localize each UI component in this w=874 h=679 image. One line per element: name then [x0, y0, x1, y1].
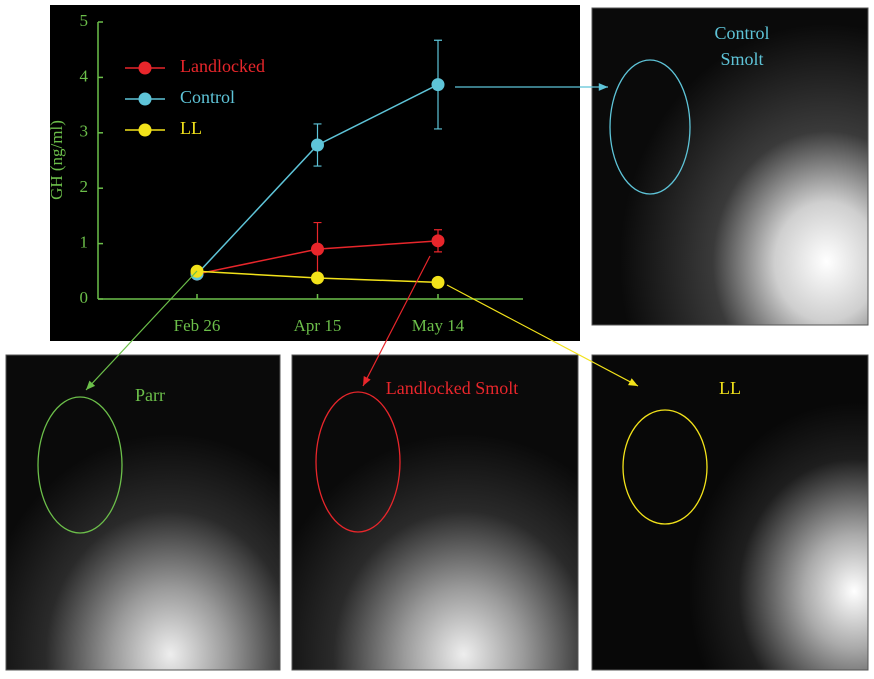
- y-tick-label: 5: [80, 11, 89, 30]
- x-tick-label: Feb 26: [174, 316, 221, 335]
- data-point: [311, 138, 324, 151]
- data-point: [432, 234, 445, 247]
- data-point: [432, 276, 445, 289]
- legend-label: Control: [180, 87, 235, 107]
- x-tick-label: May 14: [412, 316, 465, 335]
- panel-label: LL: [700, 375, 760, 401]
- legend-marker: [139, 124, 152, 137]
- data-point: [311, 243, 324, 256]
- x-tick-label: Apr 15: [294, 316, 342, 335]
- chart-background: [50, 5, 580, 341]
- data-point: [432, 78, 445, 91]
- y-axis-label: GH (ng/ml): [47, 120, 66, 200]
- data-point: [311, 271, 324, 284]
- y-tick-label: 1: [80, 233, 89, 252]
- image-panel: [292, 355, 578, 670]
- panel-label: Parr: [120, 382, 180, 408]
- legend-marker: [139, 62, 152, 75]
- legend-label: Landlocked: [180, 56, 265, 76]
- y-tick-label: 4: [80, 66, 89, 85]
- legend-marker: [139, 93, 152, 106]
- image-panel: [592, 355, 868, 670]
- panel-label: Control Smolt: [692, 20, 792, 72]
- legend-label: LL: [180, 118, 202, 138]
- y-tick-label: 0: [80, 288, 89, 307]
- figure: GH (ng/ml) 0 1 2 3 4 5 Feb 26 Apr 15 May 14 Landl…: [0, 0, 874, 679]
- y-tick-label: 3: [80, 122, 89, 141]
- chart: GH (ng/ml) 0 1 2 3 4 5 Feb 26 Apr 15 May 14 Landl…: [0, 0, 874, 679]
- panel-label: Landlocked Smolt: [382, 375, 522, 401]
- y-tick-label: 2: [80, 177, 89, 196]
